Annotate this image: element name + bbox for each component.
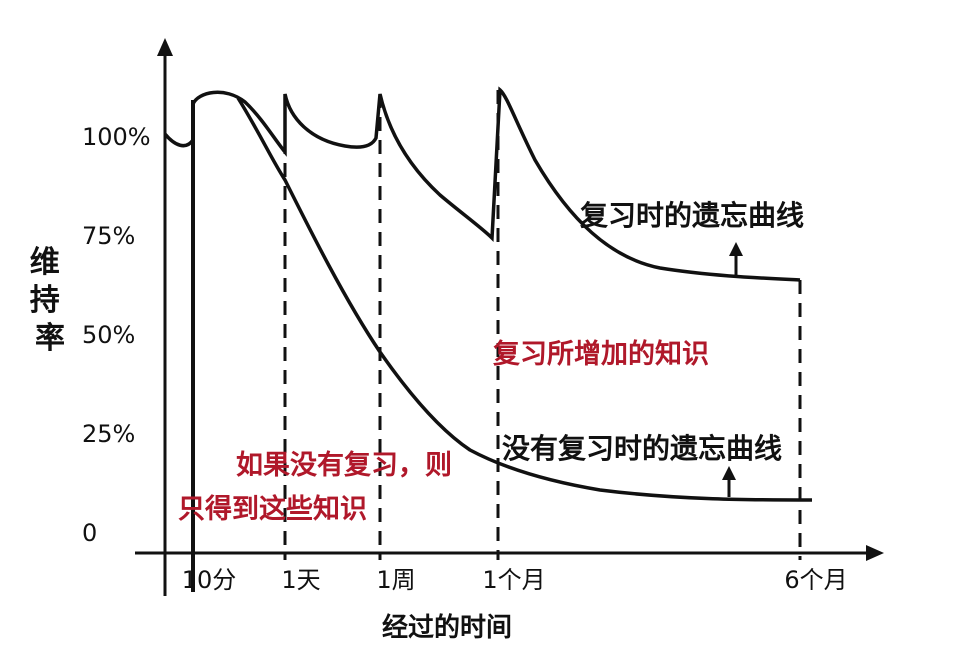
x-tick-label: 1周 [376,566,415,594]
annotation-no-review-line1: 如果没有复习，则 [236,450,452,481]
y-axis-title-char: 维 [30,245,60,280]
arrow-up-icon [722,466,736,497]
series-line-without-review [236,97,813,502]
y-axis-title-char: 率 [35,321,65,356]
y-tick-label: 75% [82,222,135,250]
x-axis-title: 经过的时间 [382,612,512,643]
x-tick-label: 1天 [281,566,320,594]
y-axis-arrow [157,38,173,56]
y-tick-label: 0 [82,519,97,547]
arrow-up-icon [729,242,743,276]
x-tick-label: 10分 [182,566,237,594]
y-tick-label: 50% [82,321,135,349]
x-tick-label: 1个月 [482,566,545,594]
review-markers [191,90,802,592]
x-tick-label: 6个月 [784,566,847,594]
annotation-no-review-line2: 只得到这些知识 [178,493,367,525]
annotation-review-curve: 复习时的遗忘曲线 [580,199,804,232]
y-axis-title: 维 持 率 [30,245,70,356]
y-tick-labels: 100% 75% 50% 25% 0 [82,123,151,547]
series-line-with-review [163,86,801,282]
y-tick-label: 100% [82,123,151,151]
x-tick-labels: 10分 1天 1周 1个月 6个月 [182,566,848,594]
y-tick-label: 25% [82,420,135,448]
annotation-no-review-curve: 没有复习时的遗忘曲线 [502,432,782,465]
x-axis-arrow [866,545,884,561]
y-axis-title-char: 持 [30,283,60,318]
annotation-gain: 复习所增加的知识 [493,338,709,370]
